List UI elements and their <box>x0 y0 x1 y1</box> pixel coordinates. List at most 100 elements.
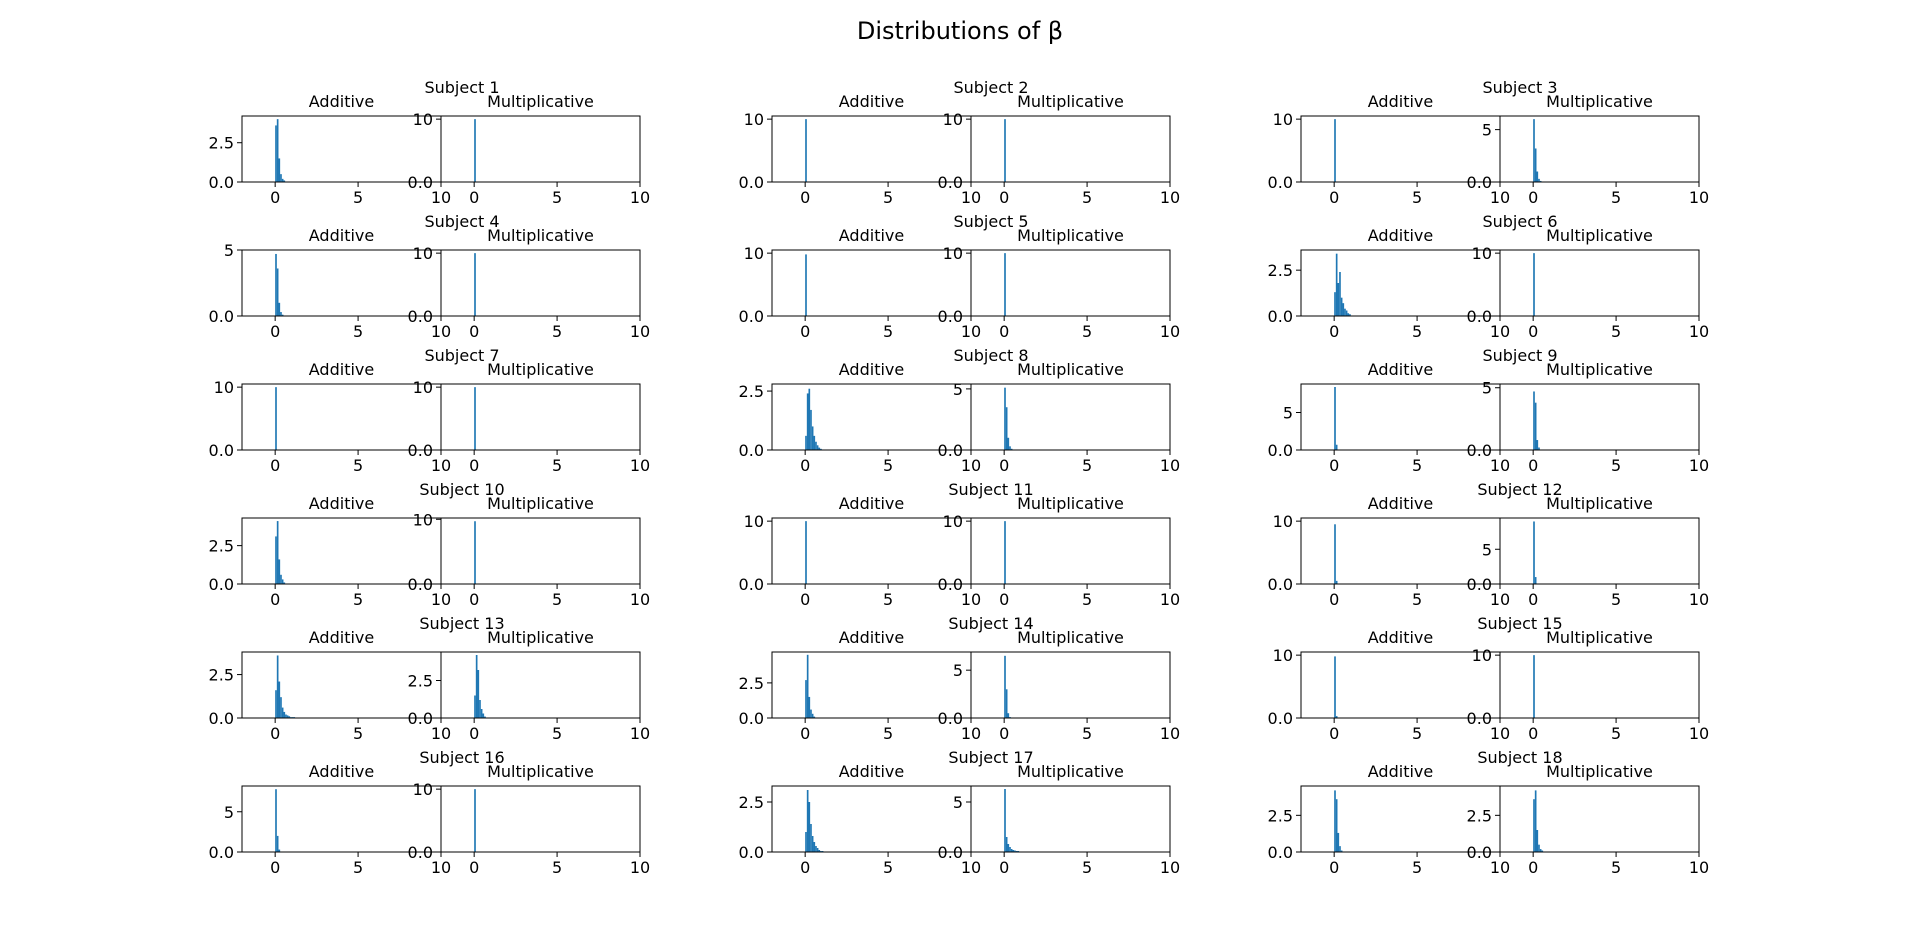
y-tick-label: 0.0 <box>408 575 433 594</box>
panel-title: Multiplicative <box>487 628 594 647</box>
y-tick-label: 10 <box>744 110 764 129</box>
panel-title: Additive <box>309 628 374 647</box>
x-tick-label: 5 <box>1611 590 1621 609</box>
x-tick-label: 10 <box>1160 322 1180 341</box>
histogram-bar <box>816 848 819 852</box>
subject-title: Subject 3 <box>1482 78 1557 97</box>
y-tick-label: 0.0 <box>1467 709 1492 728</box>
histogram-bar <box>1536 830 1539 852</box>
y-tick-label: 2.5 <box>1268 806 1293 825</box>
x-tick-label: 10 <box>1689 724 1709 743</box>
x-tick-label: 5 <box>1611 858 1621 877</box>
y-tick-label: 0.0 <box>938 575 963 594</box>
figure-title: Distributions of β <box>857 17 1063 45</box>
histogram-bar <box>808 696 811 718</box>
histogram-bar <box>275 387 277 450</box>
x-tick-label: 0 <box>1528 322 1538 341</box>
histogram-bar <box>1007 713 1010 718</box>
histogram-bar <box>808 802 811 852</box>
histogram-bar <box>1010 448 1013 450</box>
x-tick-label: 0 <box>469 456 479 475</box>
y-tick-label: 2.5 <box>739 382 764 401</box>
x-tick-label: 0 <box>800 858 810 877</box>
y-tick-label: 5 <box>1482 540 1492 559</box>
histogram-bar <box>275 789 277 852</box>
x-tick-label: 0 <box>800 456 810 475</box>
histogram-bar <box>820 448 822 450</box>
y-tick-label: 0.0 <box>1268 575 1293 594</box>
histogram-bar <box>275 536 277 584</box>
x-tick-label: 10 <box>630 456 650 475</box>
y-tick-label: 0.0 <box>209 575 234 594</box>
x-tick-label: 10 <box>961 724 981 743</box>
panel-title: Additive <box>309 226 374 245</box>
y-tick-label: 5 <box>224 241 234 260</box>
y-tick-label: 0.0 <box>1467 441 1492 460</box>
histogram-bar <box>1349 314 1351 316</box>
histogram-bar <box>805 680 807 718</box>
panel-title: Additive <box>1368 226 1433 245</box>
y-tick-label: 0.0 <box>1268 173 1293 192</box>
y-tick-label: 2.5 <box>209 134 234 153</box>
x-tick-label: 0 <box>1329 858 1339 877</box>
x-tick-label: 5 <box>552 858 562 877</box>
histogram-bar <box>1004 789 1006 852</box>
histogram-bar <box>1534 148 1537 182</box>
y-tick-label: 0.0 <box>209 307 234 326</box>
x-tick-label: 0 <box>999 590 1009 609</box>
y-tick-label: 10 <box>1273 110 1293 129</box>
x-tick-label: 10 <box>431 858 451 877</box>
y-tick-label: 0.0 <box>1268 843 1293 862</box>
histogram-bar <box>283 180 286 182</box>
y-tick-label: 10 <box>413 780 433 799</box>
x-tick-label: 0 <box>1528 456 1538 475</box>
histogram-bar <box>1004 655 1006 718</box>
x-tick-label: 0 <box>1329 724 1339 743</box>
x-tick-label: 5 <box>1611 188 1621 207</box>
panel-title: Additive <box>309 762 374 781</box>
y-tick-label: 0.0 <box>408 709 433 728</box>
y-tick-label: 0.0 <box>209 441 234 460</box>
histogram-bar <box>281 178 284 182</box>
y-tick-label: 0.0 <box>1467 575 1492 594</box>
x-tick-label: 5 <box>1412 724 1422 743</box>
histogram-bar <box>1004 387 1006 450</box>
y-tick-label: 0.0 <box>739 173 764 192</box>
x-tick-label: 5 <box>353 456 363 475</box>
x-tick-label: 5 <box>353 724 363 743</box>
panel-title: Additive <box>839 494 904 513</box>
x-tick-label: 5 <box>883 322 893 341</box>
histogram-bar <box>278 681 281 718</box>
histogram-bar <box>1334 292 1336 316</box>
histogram-bar <box>813 842 816 852</box>
axes-frame <box>970 517 1171 585</box>
panel-title: Multiplicative <box>1546 628 1653 647</box>
axes-frame <box>1499 249 1700 317</box>
histogram-bar <box>1345 310 1348 316</box>
x-tick-label: 0 <box>469 590 479 609</box>
histogram-bar <box>1334 790 1336 852</box>
y-tick-label: 0.0 <box>739 843 764 862</box>
histogram-bar <box>281 707 284 718</box>
histogram-bar <box>815 846 817 852</box>
panel-title: Multiplicative <box>1017 92 1124 111</box>
y-tick-label: 0.0 <box>408 307 433 326</box>
x-tick-label: 5 <box>353 590 363 609</box>
x-tick-label: 10 <box>431 456 451 475</box>
y-tick-label: 0.0 <box>1268 709 1293 728</box>
histogram-bar <box>811 426 814 450</box>
x-tick-label: 0 <box>999 188 1009 207</box>
